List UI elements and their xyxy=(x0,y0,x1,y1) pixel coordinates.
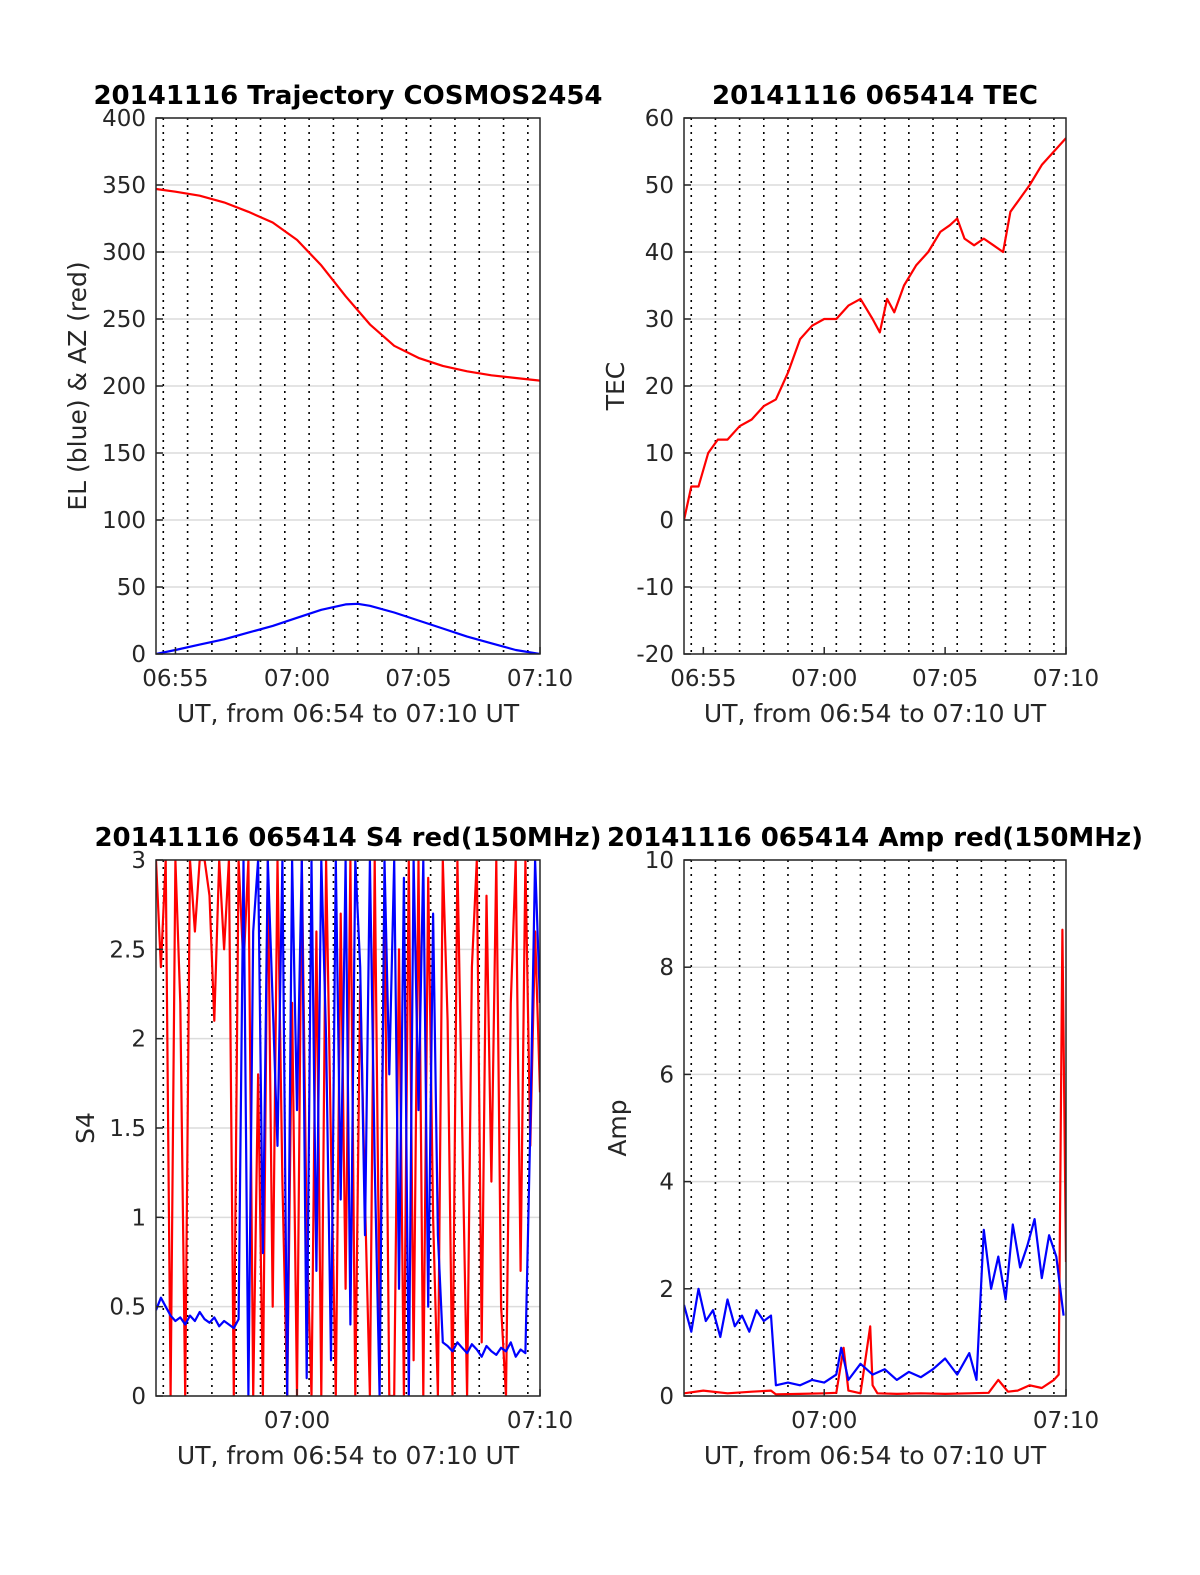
amp-ytick-label-3: 6 xyxy=(659,1062,674,1088)
amp-title: 20141116 065414 Amp red(150MHz) xyxy=(607,823,1143,853)
s4-ylabel: S4 xyxy=(71,1112,100,1144)
amp-ytick-label-4: 8 xyxy=(659,955,674,981)
trajectory-ytick-label-1: 50 xyxy=(117,575,146,601)
s4-xlabel: UT, from 06:54 to 07:10 UT xyxy=(177,1441,520,1470)
trajectory-xtick-label-2: 07:05 xyxy=(385,666,451,692)
trajectory-ytick-label-7: 350 xyxy=(102,173,146,199)
amp-xtick-label-1: 07:10 xyxy=(1033,1408,1099,1434)
trajectory-ytick-label-5: 250 xyxy=(102,307,146,333)
amp-series-blue xyxy=(684,1217,1065,1387)
tec-xtick-label-1: 07:00 xyxy=(791,666,857,692)
trajectory-xtick-label-1: 07:00 xyxy=(264,666,330,692)
tec-title: 20141116 065414 TEC xyxy=(712,81,1038,111)
s4-xtick-label-1: 07:10 xyxy=(507,1408,573,1434)
tec-ytick-label-8: 60 xyxy=(645,106,674,132)
amp-ytick-label-2: 4 xyxy=(659,1170,674,1196)
trajectory-ytick-label-8: 400 xyxy=(102,106,146,132)
tec-ytick-label-6: 40 xyxy=(645,240,674,266)
tec-ytick-label-0: -20 xyxy=(636,642,674,668)
tec-series-red xyxy=(684,137,1066,521)
trajectory-panel: 0 50 100 150 200 250 300 350 400 06:55 07:00 07:05 0… xyxy=(63,81,603,728)
amp-xlabel: UT, from 06:54 to 07:10 UT xyxy=(704,1441,1047,1470)
s4-ytick-label-2: 1 xyxy=(131,1205,146,1231)
s4-ytick-label-5: 2.5 xyxy=(109,937,146,963)
tec-ytick-label-1: -10 xyxy=(636,575,674,601)
tec-ytick-label-4: 20 xyxy=(645,374,674,400)
amp-ytick-label-1: 2 xyxy=(659,1277,674,1303)
amp-ytick-label-0: 0 xyxy=(659,1384,674,1410)
trajectory-ytick-label-3: 150 xyxy=(102,441,146,467)
tec-ytick-label-2: 0 xyxy=(659,508,674,534)
tec-xlabel: UT, from 06:54 to 07:10 UT xyxy=(704,699,1047,728)
tec-xtick-label-3: 07:10 xyxy=(1033,666,1099,692)
trajectory-ytick-label-0: 0 xyxy=(131,642,146,668)
s4-series-blue xyxy=(156,860,540,1396)
amp-ylabel: Amp xyxy=(603,1099,632,1156)
s4-ytick-label-6: 3 xyxy=(131,848,146,874)
trajectory-ylabel: EL (blue) & AZ (red) xyxy=(63,261,92,510)
tec-ylabel: TEC xyxy=(601,362,630,412)
tec-xtick-label-0: 06:55 xyxy=(670,666,736,692)
s4-ytick-label-3: 1.5 xyxy=(109,1116,146,1142)
trajectory-series-blue xyxy=(156,602,540,654)
trajectory-title: 20141116 Trajectory COSMOS2454 xyxy=(93,81,602,111)
tec-ytick-label-5: 30 xyxy=(645,307,674,333)
amp-xtick-label-0: 07:00 xyxy=(791,1408,857,1434)
s4-panel: 0 0.5 1 1.5 2 2.5 3 07:00 07:10 20141116 065414 S… xyxy=(71,823,602,1470)
amp-series-red xyxy=(684,928,1066,1396)
amp-ytick-label-5: 10 xyxy=(645,848,674,874)
amp-axes-box xyxy=(683,859,1067,1397)
trajectory-xlabel: UT, from 06:54 to 07:10 UT xyxy=(177,699,520,728)
s4-xtick-label-0: 07:00 xyxy=(264,1408,330,1434)
s4-ytick-label-0: 0 xyxy=(131,1384,146,1410)
s4-ytick-label-1: 0.5 xyxy=(109,1295,146,1321)
trajectory-series-red xyxy=(156,187,540,382)
trajectory-ytick-label-4: 200 xyxy=(102,374,146,400)
tec-panel: -20 -10 0 10 20 30 40 50 60 06:55 07:00 07:05 07:10 2… xyxy=(601,81,1099,728)
amp-panel: 0 2 4 6 8 10 07:00 07:10 20141116 065414 Amp red… xyxy=(603,823,1143,1470)
tec-ytick-label-7: 50 xyxy=(645,173,674,199)
s4-ytick-label-4: 2 xyxy=(131,1027,146,1053)
s4-title: 20141116 065414 S4 red(150MHz) xyxy=(94,823,601,853)
trajectory-ytick-label-6: 300 xyxy=(102,240,146,266)
trajectory-xtick-label-0: 06:55 xyxy=(142,666,208,692)
tec-ytick-label-3: 10 xyxy=(645,441,674,467)
tec-xtick-label-2: 07:05 xyxy=(912,666,978,692)
trajectory-xtick-label-3: 07:10 xyxy=(507,666,573,692)
trajectory-ytick-label-2: 100 xyxy=(102,508,146,534)
